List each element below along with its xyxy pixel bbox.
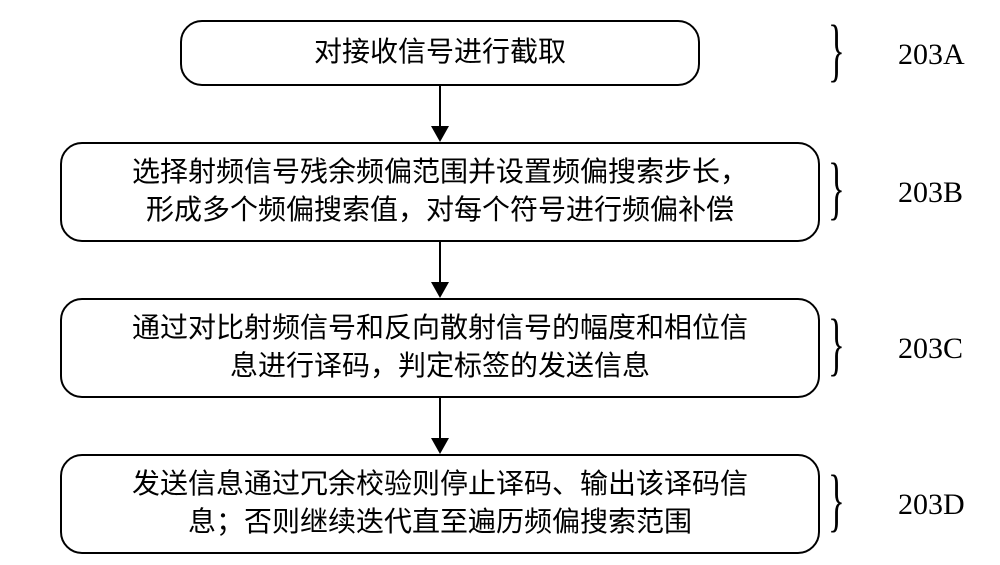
arrow-2-line (439, 242, 441, 282)
flowchart-canvas: 对接收信号进行截取 选择射频信号残余频偏范围并设置频偏搜索步长，形成多个频偏搜索… (0, 0, 1000, 565)
arrow-1-head (431, 126, 449, 142)
flow-node-3-text: 通过对比射频信号和反向散射信号的幅度和相位信息进行译码，判定标签的发送信息 (132, 310, 748, 386)
step-label-2: 203B (898, 176, 963, 210)
brace-3: } (828, 310, 845, 380)
step-label-1: 203A (898, 38, 965, 72)
step-label-4: 203D (898, 488, 965, 522)
flow-node-2: 选择射频信号残余频偏范围并设置频偏搜索步长，形成多个频偏搜索值，对每个符号进行频… (60, 142, 820, 242)
flow-node-4: 发送信息通过冗余校验则停止译码、输出该译码信息；否则继续迭代直至遍历频偏搜索范围 (60, 454, 820, 554)
arrow-1-line (439, 86, 441, 126)
flow-node-1-text: 对接收信号进行截取 (314, 34, 566, 72)
step-label-3: 203C (898, 332, 963, 366)
flow-node-3: 通过对比射频信号和反向散射信号的幅度和相位信息进行译码，判定标签的发送信息 (60, 298, 820, 398)
arrow-3-head (431, 438, 449, 454)
arrow-2-head (431, 282, 449, 298)
arrow-3-line (439, 398, 441, 438)
flow-node-2-text: 选择射频信号残余频偏范围并设置频偏搜索步长，形成多个频偏搜索值，对每个符号进行频… (132, 154, 748, 230)
brace-1: } (828, 16, 845, 86)
brace-2: } (828, 154, 845, 224)
flow-node-1: 对接收信号进行截取 (180, 20, 700, 86)
flow-node-4-text: 发送信息通过冗余校验则停止译码、输出该译码信息；否则继续迭代直至遍历频偏搜索范围 (132, 466, 748, 542)
brace-4: } (828, 466, 845, 536)
